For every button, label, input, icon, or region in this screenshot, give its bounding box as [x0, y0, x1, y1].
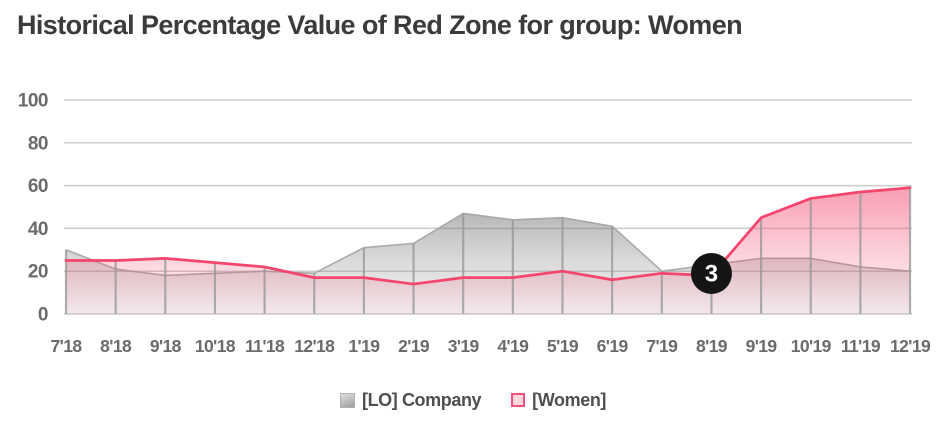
x-tick-label: 4'19 — [497, 336, 529, 356]
x-tick-label: 10'18 — [195, 336, 236, 356]
annotation-badge-label: 3 — [705, 260, 718, 287]
women-series-swatch-icon — [511, 393, 526, 407]
y-tick-label: 100 — [18, 91, 48, 112]
y-tick-label: 60 — [28, 176, 48, 197]
legend-item-women[interactable]: [Women] — [511, 390, 606, 411]
x-tick-label: 12'19 — [890, 336, 931, 356]
legend-label-company: [LO] Company — [361, 389, 482, 410]
x-tick-label: 6'19 — [597, 336, 629, 356]
annotation-badge[interactable] — [690, 252, 732, 294]
legend-label-women: [Women] — [532, 389, 607, 410]
x-tick-label: 9'19 — [746, 336, 778, 356]
x-tick-label: 1'19 — [348, 336, 380, 356]
y-tick-label: 80 — [28, 133, 48, 154]
x-tick-label: 11'19 — [841, 336, 881, 356]
company-series-swatch-icon — [339, 392, 355, 408]
chart-legend: [LO] Company [Women] — [0, 387, 946, 413]
x-tick-label: 9'18 — [150, 336, 182, 356]
x-tick-label: 11'18 — [245, 336, 285, 356]
x-tick-label: 10'19 — [791, 336, 832, 356]
x-tick-label: 8'18 — [100, 336, 132, 356]
legend-item-company[interactable]: [LO] Company — [339, 389, 482, 411]
y-tick-label: 20 — [28, 262, 48, 283]
x-tick-label: 12'18 — [294, 336, 335, 356]
x-tick-label: 8'19 — [696, 336, 728, 356]
y-tick-label: 0 — [38, 305, 48, 326]
chart-title: Historical Percentage Value of Red Zone … — [17, 10, 743, 40]
x-tick-label: 7'19 — [646, 336, 678, 356]
y-tick-label: 40 — [28, 219, 48, 240]
x-tick-label: 2'19 — [398, 336, 430, 356]
x-tick-label: 5'19 — [547, 336, 579, 356]
x-tick-label: 3'19 — [448, 336, 480, 356]
x-tick-label: 7'18 — [51, 336, 83, 356]
women-line[interactable] — [64, 186, 912, 286]
